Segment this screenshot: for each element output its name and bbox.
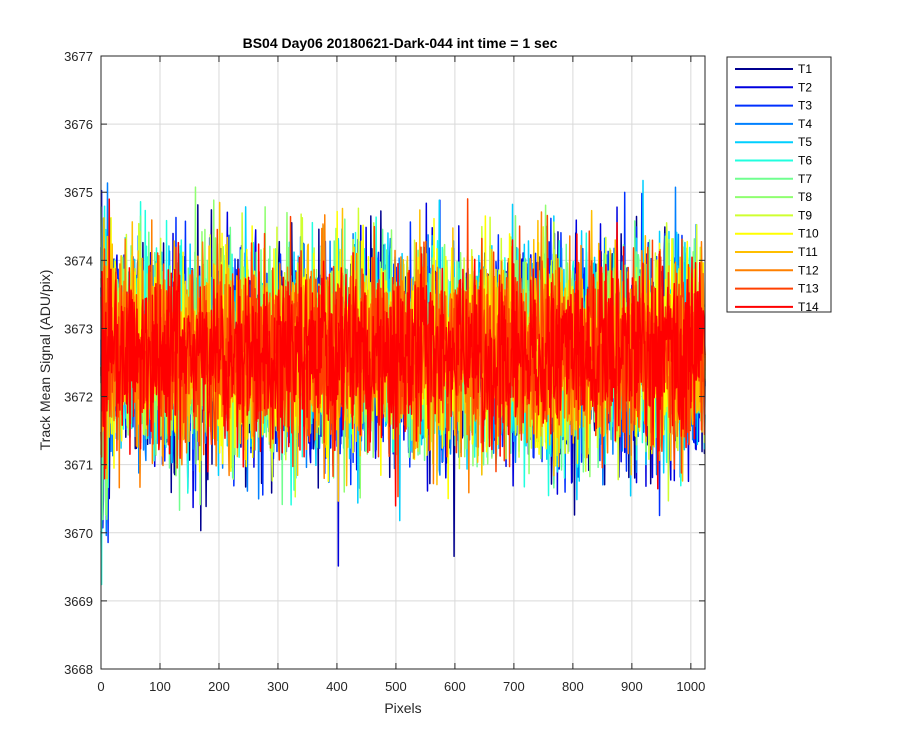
legend-label-t3: T3 (798, 99, 812, 113)
x-tick-labels: 0 100 200 300 400 500 600 700 800 900 1000 (97, 679, 705, 694)
x-tick-label: 1000 (676, 679, 705, 694)
x-tick-label: 300 (267, 679, 289, 694)
legend-label-t12: T12 (798, 263, 819, 277)
legend-label-t1: T1 (798, 62, 812, 76)
legend-label-t8: T8 (798, 190, 812, 204)
x-tick-label: 100 (149, 679, 171, 694)
y-tick-label: 3671 (64, 458, 93, 473)
x-tick-label: 600 (444, 679, 466, 694)
legend-label-t6: T6 (798, 154, 812, 168)
x-tick-label: 400 (326, 679, 348, 694)
x-tick-label: 0 (97, 679, 104, 694)
legend-label-t5: T5 (798, 135, 812, 149)
legend-label-t2: T2 (798, 80, 812, 94)
y-tick-label: 3677 (64, 49, 93, 64)
legend-label-t14: T14 (798, 300, 819, 314)
y-tick-label: 3669 (64, 594, 93, 609)
x-tick-label: 500 (385, 679, 407, 694)
x-tick-label: 200 (208, 679, 230, 694)
legend: T1 T2 T3 T4 T5 T6 T7 T8 T9 T10 T11 T12 T13 T14 (726, 56, 832, 314)
series-layer (100, 179, 706, 586)
legend-label-t10: T10 (798, 227, 819, 241)
chart-title: BS04 Day06 20180621-Dark-044 int time = … (243, 35, 558, 51)
y-tick-label: 3675 (64, 185, 93, 200)
x-tick-label: 800 (562, 679, 584, 694)
y-tick-label: 3673 (64, 321, 93, 336)
legend-label-t11: T11 (798, 245, 818, 259)
y-axis-label: Track Mean Signal (ADU/pix) (37, 270, 53, 451)
y-tick-label: 3668 (64, 662, 93, 677)
legend-label-t9: T9 (798, 208, 812, 222)
y-tick-label: 3674 (64, 253, 93, 268)
y-tick-labels: 3668 3669 3670 3671 3672 3673 3674 3675 3676 3677 (64, 49, 93, 677)
x-tick-label: 700 (503, 679, 525, 694)
tick-marks (100, 55, 705, 670)
y-tick-label: 3670 (64, 526, 93, 541)
x-axis-label: Pixels (384, 700, 421, 716)
y-tick-label: 3676 (64, 117, 93, 132)
legend-label-t4: T4 (798, 117, 812, 131)
axes-frame (100, 55, 706, 670)
legend-label-t13: T13 (798, 282, 819, 296)
legend-items: T1 T2 T3 T4 T5 T6 T7 T8 T9 T10 T11 T12 T13 T14 (735, 62, 819, 314)
legend-label-t7: T7 (798, 172, 812, 186)
series-line-t14 (100, 198, 706, 507)
y-tick-label: 3672 (64, 390, 93, 405)
x-tick-label: 900 (621, 679, 643, 694)
